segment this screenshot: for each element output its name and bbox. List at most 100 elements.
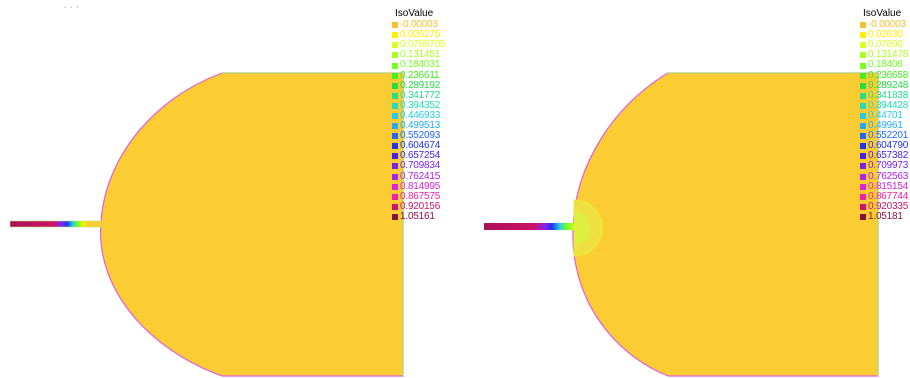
- legend-value-label: 0.499513: [400, 120, 441, 132]
- legend-value-label: 0.762563: [868, 170, 909, 182]
- legend-swatch: [392, 193, 398, 200]
- legend-entry: 0.026275: [392, 30, 445, 40]
- legend-entry: 0.44701: [860, 109, 908, 121]
- legend-value-label: 0.49961: [868, 120, 903, 132]
- legend-value-label: 0.0788705: [400, 39, 446, 51]
- legend-swatch: [392, 82, 398, 89]
- legend-swatch: [860, 32, 866, 39]
- legend-entry: 0.552201: [860, 131, 908, 141]
- legend-value-label: -0.00003: [400, 19, 438, 31]
- legend-value-label: 1.05181: [868, 210, 903, 222]
- legend-swatch: [860, 183, 866, 190]
- legend-swatch: [392, 72, 398, 79]
- isovalue-plot-left: · · · IsoValue -0.00003 0.026275 0.0788705…: [9, 4, 446, 377]
- legend-entry: 0.920335: [860, 201, 908, 212]
- domain-body-left: [99, 72, 404, 377]
- legend-value-label: 0.657382: [868, 150, 909, 162]
- legend-swatch: [860, 72, 866, 79]
- domain-body-right-shape: [572, 72, 879, 377]
- legend-swatch: [392, 92, 398, 99]
- crack-tip-core-right: [574, 212, 590, 244]
- legend-title: IsoValue: [863, 8, 902, 19]
- legend-value-label: 0.604790: [868, 140, 909, 152]
- colorbar-legend-left: IsoValue -0.00003 0.026275 0.0788705 0.1314…: [392, 8, 446, 222]
- corner-artifact: · · ·: [64, 4, 80, 11]
- legend-swatch: [392, 22, 398, 29]
- legend-entry: 0.762563: [860, 170, 909, 182]
- legend-swatch: [860, 173, 866, 180]
- legend-value-label: 0.394352: [400, 99, 441, 111]
- legend-entry: 0.604674: [392, 141, 445, 151]
- legend-entry: 0.341838: [860, 90, 908, 101]
- legend-swatch: [392, 52, 398, 59]
- legend-swatch: [392, 163, 398, 170]
- legend-entry: 0.289192: [392, 79, 445, 91]
- legend-value-label: 0.131478: [868, 49, 909, 61]
- legend-entry: 0.131478: [860, 50, 908, 60]
- legend-swatch: [860, 112, 866, 119]
- legend-entry: 0.49961: [860, 120, 908, 132]
- legend-value-label: 0.44701: [868, 109, 903, 121]
- legend-value-label: 0.02630: [868, 29, 903, 41]
- legend-swatch: [392, 203, 398, 210]
- legend-value-label: 0.236611: [400, 69, 440, 81]
- legend-swatch: [860, 42, 866, 49]
- legend-entry: 0.394428: [860, 100, 908, 111]
- legend-value-label: 0.762415: [400, 170, 441, 182]
- legend-value-label: 0.709973: [868, 160, 909, 172]
- legend-value-label: 0.446933: [400, 109, 441, 121]
- legend-value-label: 0.18406: [868, 59, 903, 71]
- legend-entry: -0.00003: [860, 19, 908, 31]
- legend-swatch: [860, 143, 866, 150]
- legend-entry: 0.07890: [860, 40, 908, 50]
- legend-swatch: [860, 203, 866, 210]
- legend-swatch: [860, 123, 866, 130]
- legend-entry: 0.131451: [392, 50, 445, 60]
- field-render-left: [9, 72, 404, 377]
- legend-swatch: [392, 173, 398, 180]
- crack-stem-right: [484, 223, 576, 230]
- legend-swatch: [392, 42, 398, 49]
- legend-swatch: [392, 153, 398, 160]
- colorbar-legend-right: IsoValue -0.00003 0.02630 0.07890 0.131478 0…: [860, 8, 909, 222]
- legend-entry: 0.657254: [392, 151, 445, 161]
- legend-entry: 0.867744: [860, 191, 908, 202]
- legend-entry: 0.815154: [860, 181, 908, 192]
- legend-value-label: 0.920156: [400, 200, 441, 212]
- isovalue-plot-right: IsoValue -0.00003 0.02630 0.07890 0.131478 0…: [455, 0, 910, 378]
- legend-swatch: [392, 123, 398, 130]
- legend-value-label: 0.814995: [400, 180, 441, 192]
- legend-entry: 0.762415: [392, 170, 445, 182]
- legend-swatch: [860, 92, 866, 99]
- legend-value-label: 0.289248: [868, 79, 909, 91]
- legend-entry: 0.18406: [860, 60, 908, 70]
- legend-entry: 0.236658: [860, 70, 908, 81]
- legend-swatch: [860, 52, 866, 59]
- legend-entry: 0.446933: [392, 109, 445, 121]
- legend-entry: 0.341772: [392, 89, 445, 101]
- legend-entry: 1.05181: [860, 210, 908, 222]
- legend-value-label: 0.709834: [400, 160, 441, 172]
- legend-value-label: 0.289192: [400, 79, 441, 91]
- legend-swatch: [392, 133, 398, 140]
- legend-value-label: 0.131451: [400, 49, 441, 61]
- legend-swatch: [860, 153, 866, 160]
- legend-value-label: 0.341772: [400, 89, 441, 101]
- legend-entry: 0.657382: [860, 151, 908, 161]
- legend-value-label: 1.05161: [400, 210, 435, 222]
- legend-entry: 0.394352: [392, 99, 445, 111]
- legend-swatch: [392, 213, 398, 220]
- legend-value-label: 0.604674: [400, 140, 441, 152]
- legend-title: IsoValue: [395, 8, 434, 19]
- legend-value-label: 0.552093: [400, 130, 441, 142]
- legend-swatch: [392, 112, 398, 119]
- legend-value-label: 0.552201: [868, 130, 909, 142]
- legend-value-label: 0.657254: [400, 150, 441, 162]
- legend-swatch: [860, 102, 866, 109]
- legend-entry: 0.709973: [860, 161, 908, 171]
- legend-entry: 0.814995: [392, 180, 445, 192]
- legend-entry: 0.920156: [392, 200, 445, 212]
- legend-entry: 0.184031: [392, 60, 445, 70]
- legend-value-label: -0.00003: [868, 19, 906, 31]
- legend-entry: 0.499513: [392, 120, 445, 132]
